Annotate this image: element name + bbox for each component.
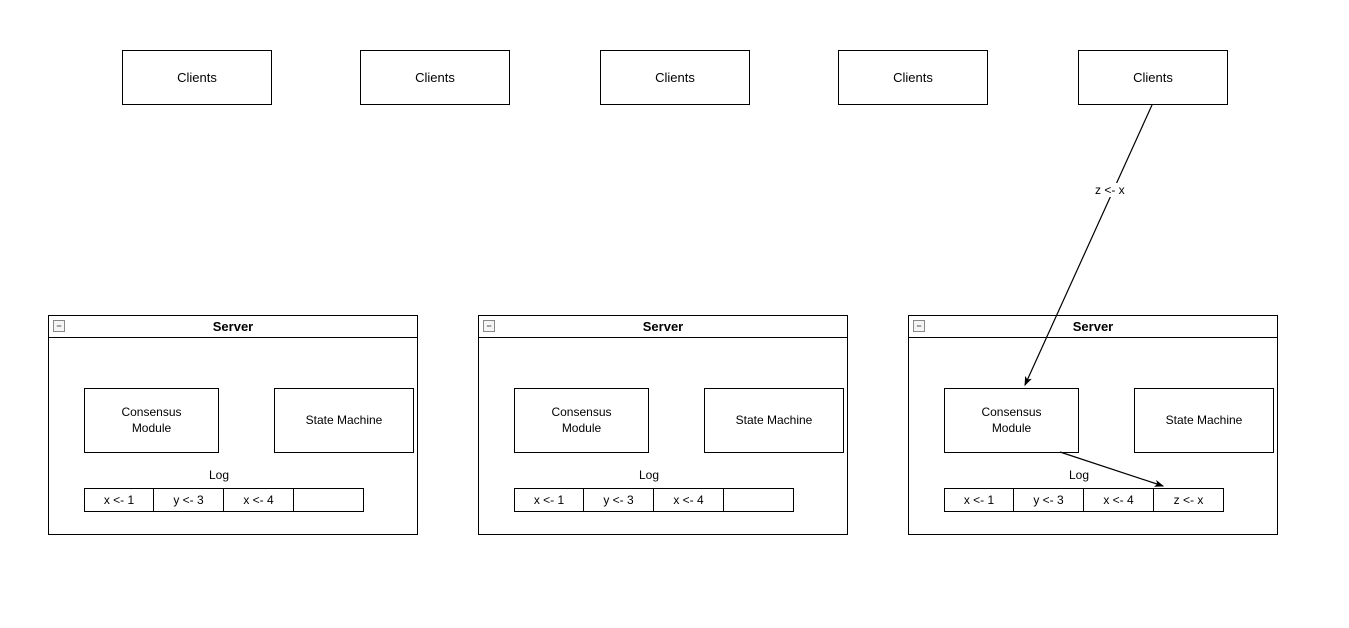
state-machine-label: State Machine <box>1166 413 1243 429</box>
client-label: Clients <box>893 70 933 85</box>
server-header: − Server <box>479 316 847 338</box>
consensus-module: Consensus Module <box>514 388 649 453</box>
log-label: Log <box>639 468 659 482</box>
log-cell: y <- 3 <box>1014 488 1084 512</box>
server-body: Consensus Module State Machine Log x <- … <box>909 338 1277 534</box>
log-cell: x <- 4 <box>224 488 294 512</box>
client-box-5: Clients <box>1078 50 1228 105</box>
consensus-module: Consensus Module <box>84 388 219 453</box>
state-machine-label: State Machine <box>736 413 813 429</box>
log-cell: x <- 4 <box>1084 488 1154 512</box>
log-cell: x <- 1 <box>944 488 1014 512</box>
server-title: Server <box>643 319 683 334</box>
server-body: Consensus Module State Machine Log x <- … <box>49 338 417 534</box>
collapse-icon: − <box>483 320 495 332</box>
log-cell: x <- 1 <box>514 488 584 512</box>
client-box-2: Clients <box>360 50 510 105</box>
consensus-module-label: Consensus Module <box>981 405 1041 436</box>
log-cell: y <- 3 <box>154 488 224 512</box>
state-machine: State Machine <box>1134 388 1274 453</box>
collapse-icon: − <box>913 320 925 332</box>
client-label: Clients <box>177 70 217 85</box>
log-row: x <- 1 y <- 3 x <- 4 <box>514 488 794 512</box>
client-box-1: Clients <box>122 50 272 105</box>
consensus-module-label: Consensus Module <box>121 405 181 436</box>
log-label: Log <box>1069 468 1089 482</box>
log-cell <box>724 488 794 512</box>
log-cell <box>294 488 364 512</box>
server-body: Consensus Module State Machine Log x <- … <box>479 338 847 534</box>
server-box-1: − Server Consensus Module State Machine … <box>48 315 418 535</box>
server-header: − Server <box>49 316 417 338</box>
log-cell: y <- 3 <box>584 488 654 512</box>
collapse-icon: − <box>53 320 65 332</box>
log-label: Log <box>209 468 229 482</box>
server-box-3: − Server Consensus Module State Machine … <box>908 315 1278 535</box>
client-label: Clients <box>655 70 695 85</box>
client-label: Clients <box>415 70 455 85</box>
edge-label-zx: z <- x <box>1093 183 1127 197</box>
consensus-module-label: Consensus Module <box>551 405 611 436</box>
diagram-canvas: Clients Clients Clients Clients Clients … <box>0 0 1349 628</box>
server-title: Server <box>213 319 253 334</box>
log-row: x <- 1 y <- 3 x <- 4 z <- x <box>944 488 1224 512</box>
log-cell: x <- 4 <box>654 488 724 512</box>
consensus-module: Consensus Module <box>944 388 1079 453</box>
state-machine: State Machine <box>704 388 844 453</box>
log-cell: z <- x <box>1154 488 1224 512</box>
client-box-3: Clients <box>600 50 750 105</box>
state-machine-label: State Machine <box>306 413 383 429</box>
log-row: x <- 1 y <- 3 x <- 4 <box>84 488 364 512</box>
client-box-4: Clients <box>838 50 988 105</box>
server-header: − Server <box>909 316 1277 338</box>
server-title: Server <box>1073 319 1113 334</box>
server-box-2: − Server Consensus Module State Machine … <box>478 315 848 535</box>
state-machine: State Machine <box>274 388 414 453</box>
client-label: Clients <box>1133 70 1173 85</box>
log-cell: x <- 1 <box>84 488 154 512</box>
